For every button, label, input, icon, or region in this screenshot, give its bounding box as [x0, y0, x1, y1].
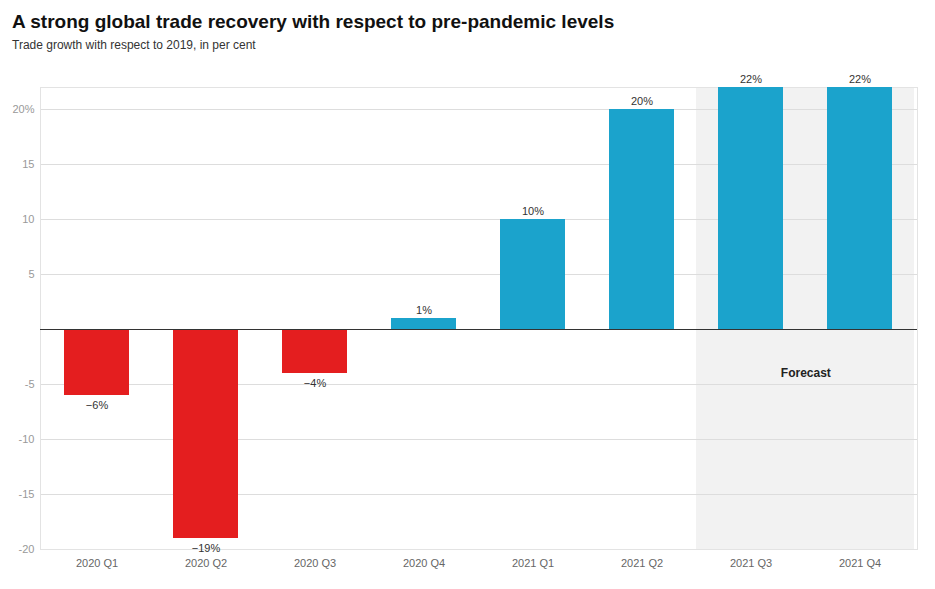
svg-text:22%: 22%	[740, 73, 762, 85]
svg-text:-15: -15	[19, 488, 35, 500]
svg-text:1%: 1%	[416, 304, 432, 316]
svg-text:Forecast: Forecast	[781, 366, 831, 380]
svg-text:-10: -10	[19, 433, 35, 445]
html-text:Trade growth with respect to 2: Trade growth with respect to 2019, in pe…	[12, 38, 256, 52]
svg-text:2021 Q4: 2021 Q4	[839, 557, 881, 569]
svg-text:20%: 20%	[12, 103, 34, 115]
svg-text:22%: 22%	[849, 73, 871, 85]
svg-text:2021 Q2: 2021 Q2	[621, 557, 663, 569]
svg-text:2020 Q1: 2020 Q1	[76, 557, 118, 569]
svg-text:2020 Q3: 2020 Q3	[294, 557, 336, 569]
svg-text:15: 15	[22, 158, 34, 170]
svg-text:2021 Q3: 2021 Q3	[730, 557, 772, 569]
svg-text:10%: 10%	[522, 205, 544, 217]
svg-text:−19%: −19%	[192, 542, 221, 554]
svg-text:−4%: −4%	[304, 377, 327, 389]
svg-text:-20: -20	[19, 543, 35, 555]
svg-text:2020 Q2: 2020 Q2	[185, 557, 227, 569]
svg-text:2020 Q4: 2020 Q4	[403, 557, 445, 569]
svg-text:20%: 20%	[631, 95, 653, 107]
svg-text:2021 Q1: 2021 Q1	[512, 557, 554, 569]
svg-text:10: 10	[22, 213, 34, 225]
svg-text:5: 5	[28, 268, 34, 280]
svg-text:−6%: −6%	[86, 399, 109, 411]
svg-text:-5: -5	[25, 378, 35, 390]
html-text:A strong global trade recovery: A strong global trade recovery with resp…	[12, 11, 615, 32]
